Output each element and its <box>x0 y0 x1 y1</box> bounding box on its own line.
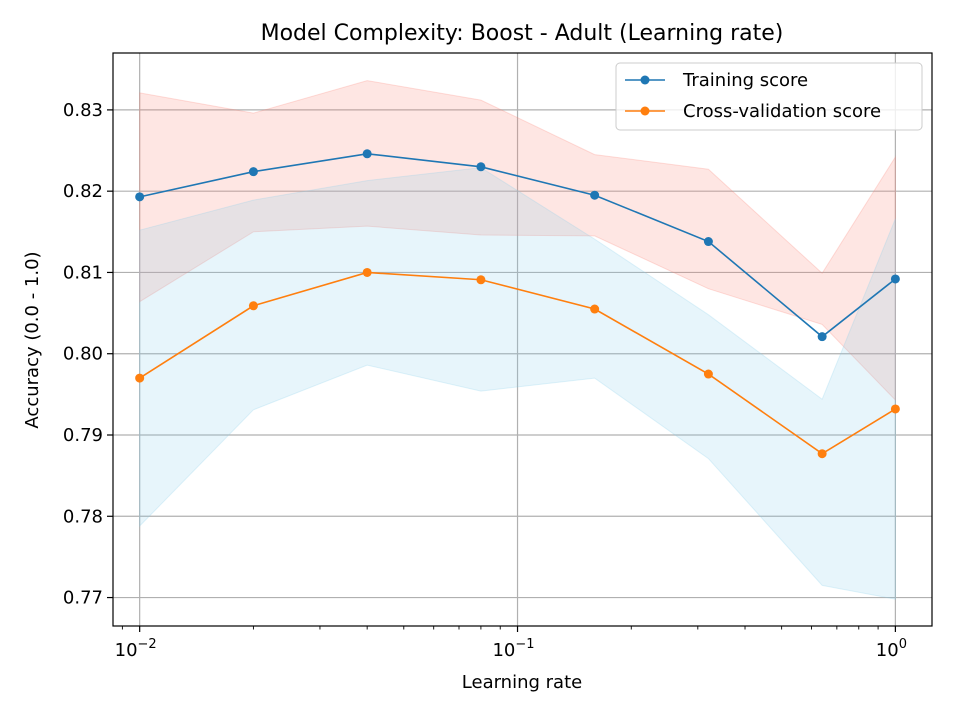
legend-marker-cv <box>640 106 650 116</box>
point-training <box>817 332 827 342</box>
point-cv <box>703 369 713 379</box>
legend-label-cv: Cross-validation score <box>683 101 881 122</box>
point-cv <box>135 373 145 383</box>
x-tick-label: 10−2 <box>115 637 157 661</box>
y-axis-label: Accuracy (0.0 - 1.0) <box>22 251 43 428</box>
line-training <box>139 152 896 338</box>
point-training <box>890 274 900 284</box>
axis-ticks: 0.77 0.78 0.79 0.80 0.81 0.82 0.83 10−2 10−1 100 <box>63 100 907 661</box>
point-cv <box>476 275 486 285</box>
y-tick-label: 0.78 <box>63 506 103 527</box>
point-cv <box>590 304 600 314</box>
band-cv <box>139 167 896 600</box>
y-tick-label: 0.83 <box>63 100 103 121</box>
legend: Training score Cross-validation score <box>615 62 923 131</box>
y-tick-label: 0.79 <box>63 425 103 446</box>
y-tick-label: 0.81 <box>63 262 103 283</box>
legend-label-training: Training score <box>682 70 808 91</box>
plot-area <box>113 53 932 626</box>
y-tick-label: 0.82 <box>63 181 103 202</box>
y-tick-label: 0.77 <box>63 588 103 609</box>
plot-frame <box>112 52 933 627</box>
point-cv <box>248 301 258 311</box>
point-training <box>476 162 486 172</box>
point-training <box>703 237 713 247</box>
line-cv <box>139 271 896 455</box>
point-cv <box>362 267 372 277</box>
point-training <box>590 190 600 200</box>
x-tick-label: 10−1 <box>492 637 534 661</box>
point-training <box>248 167 258 177</box>
point-cv <box>817 449 827 459</box>
y-tick-label: 0.80 <box>63 344 103 365</box>
point-cv <box>890 404 900 414</box>
series-lines <box>135 149 900 459</box>
chart-title: Model Complexity: Boost - Adult (Learnin… <box>261 21 784 46</box>
point-training <box>362 149 372 159</box>
legend-marker-training <box>640 75 650 85</box>
x-axis-label: Learning rate <box>462 672 582 693</box>
legend-box <box>615 62 923 131</box>
point-training <box>135 192 145 202</box>
x-tick-label: 100 <box>876 637 907 661</box>
